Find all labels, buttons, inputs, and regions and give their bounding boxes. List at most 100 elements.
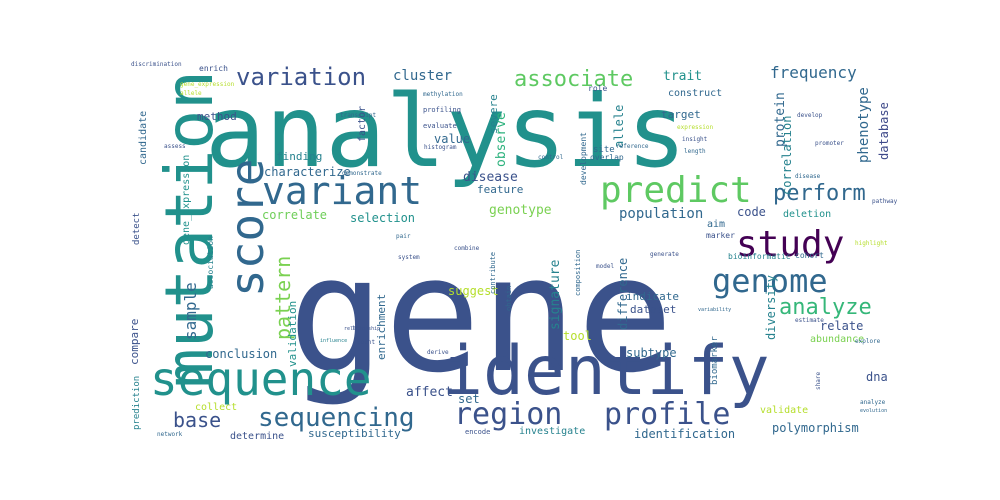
word-method: method <box>197 110 237 123</box>
word-cluster: cluster <box>393 68 452 84</box>
word-conclusion: conclusion <box>205 347 277 361</box>
word-correlation: correlation <box>780 116 794 195</box>
word-pathway: pathway <box>872 198 898 205</box>
word-dataset: dataset <box>630 303 676 316</box>
word-frequency: frequency <box>770 63 857 82</box>
word-profiling: profiling <box>423 106 461 114</box>
word-associate: associate <box>514 67 633 92</box>
word-factor: factor <box>357 106 368 142</box>
word-sequence: sequence <box>150 352 372 406</box>
word-perform: perform <box>773 181 866 206</box>
word-difference: difference <box>616 258 630 330</box>
word-reference: reference <box>616 143 649 150</box>
word-signature: signature <box>548 259 563 330</box>
word-analyze: analyze <box>860 399 886 406</box>
word-deletion: deletion <box>783 209 831 220</box>
word-variation: variation <box>236 63 366 91</box>
word-severe: severe <box>487 94 500 134</box>
word-pair: pair <box>396 233 411 240</box>
word-feature: feature <box>477 183 523 196</box>
word-aim: aim <box>707 219 725 230</box>
word-candidate: candidate <box>138 111 149 165</box>
word-encode: encode <box>465 428 490 436</box>
word-obtain: obtain <box>505 286 513 311</box>
word-sequencing: sequencing <box>258 403 415 433</box>
word-base: base <box>173 408 221 432</box>
word-genome: genome <box>712 262 828 300</box>
word-mutation: mutation <box>151 70 228 388</box>
word-investigate: investigate <box>519 426 585 437</box>
word-insight: insight <box>682 136 708 143</box>
word-gene-expression: gene_expression <box>181 155 192 245</box>
word-target: target <box>661 108 701 121</box>
word-abundance: abundance <box>810 334 864 345</box>
word-subtype: subtype <box>626 346 677 360</box>
word-code: code <box>737 205 766 219</box>
word-role: role <box>588 84 607 93</box>
word-point: point <box>357 339 375 346</box>
word-enrichment: enrichment <box>375 294 388 360</box>
word-trait: trait <box>663 69 702 84</box>
word-assess: assess <box>164 143 186 150</box>
word-contribute: contribute <box>489 252 497 294</box>
word-develop: develop <box>797 112 823 119</box>
word-control: control <box>538 154 564 161</box>
word-gene: gene <box>288 221 673 408</box>
word-characterize: characterize <box>264 165 351 179</box>
word-marker: marker <box>706 231 735 240</box>
word-share: share <box>815 372 822 390</box>
word-estimate: estimate <box>795 317 824 324</box>
word-determine: determine <box>230 431 284 442</box>
word-evaluate: evaluate <box>423 122 457 130</box>
word-transcript: transcript <box>340 112 377 119</box>
word-set: set <box>458 392 480 406</box>
word-relationship: relationship <box>344 326 380 332</box>
word-predict: predict <box>600 170 752 211</box>
word-evolution: evolution <box>860 408 887 414</box>
word-protein: protein <box>773 92 788 147</box>
word-biomarker: biomarker <box>710 336 720 385</box>
word-model: model <box>596 263 614 270</box>
word-value: value <box>434 132 470 146</box>
word-demonstrate: demonstrate <box>342 170 382 177</box>
word-detect: detect <box>132 212 142 245</box>
word-allele: allele <box>612 105 626 148</box>
word-score: score <box>220 159 274 297</box>
word-indicate: indicate <box>626 290 679 303</box>
word-discrimination: discrimination <box>131 61 182 68</box>
word-construct: construct <box>668 88 722 99</box>
word-observe: observe <box>494 112 509 167</box>
word-gene-expression: gene_expression <box>180 81 235 88</box>
word-genotype: genotype <box>489 203 552 218</box>
word-composition: composition <box>574 250 582 296</box>
word-diversity: diversity <box>764 275 778 340</box>
word-dna: dna <box>866 370 888 384</box>
word-susceptibility: susceptibility <box>308 427 401 440</box>
word-selection: selection <box>350 211 415 225</box>
word-sample: sample <box>181 282 200 340</box>
word-database: database <box>877 102 891 160</box>
word-relate: relate <box>820 319 863 333</box>
word-expression: expression <box>677 124 714 131</box>
word-profile: profile <box>604 397 730 432</box>
word-phenotype: phenotype <box>856 87 872 163</box>
word-suggest: suggest <box>448 284 499 298</box>
word-variant: variant <box>262 169 422 213</box>
word-affect: affect <box>406 385 453 400</box>
word-methylation: methylation <box>423 91 463 98</box>
word-site: site <box>593 145 615 155</box>
word-identify: identify <box>442 332 770 411</box>
word-development: development <box>579 132 588 185</box>
word-collect: collect <box>195 402 237 413</box>
word-cohort: cohort <box>795 251 824 260</box>
word-bioinformatic: bioinformatic <box>728 252 791 261</box>
word-correlate: correlate <box>262 208 327 222</box>
word-region: region <box>454 397 562 432</box>
word-network: network <box>157 431 183 438</box>
word-explore: explore <box>855 338 881 345</box>
word-polymorphism: polymorphism <box>772 421 859 435</box>
word-prediction: prediction <box>132 376 142 430</box>
word-variability: variability <box>698 307 731 313</box>
word-identification: identification <box>634 427 735 441</box>
